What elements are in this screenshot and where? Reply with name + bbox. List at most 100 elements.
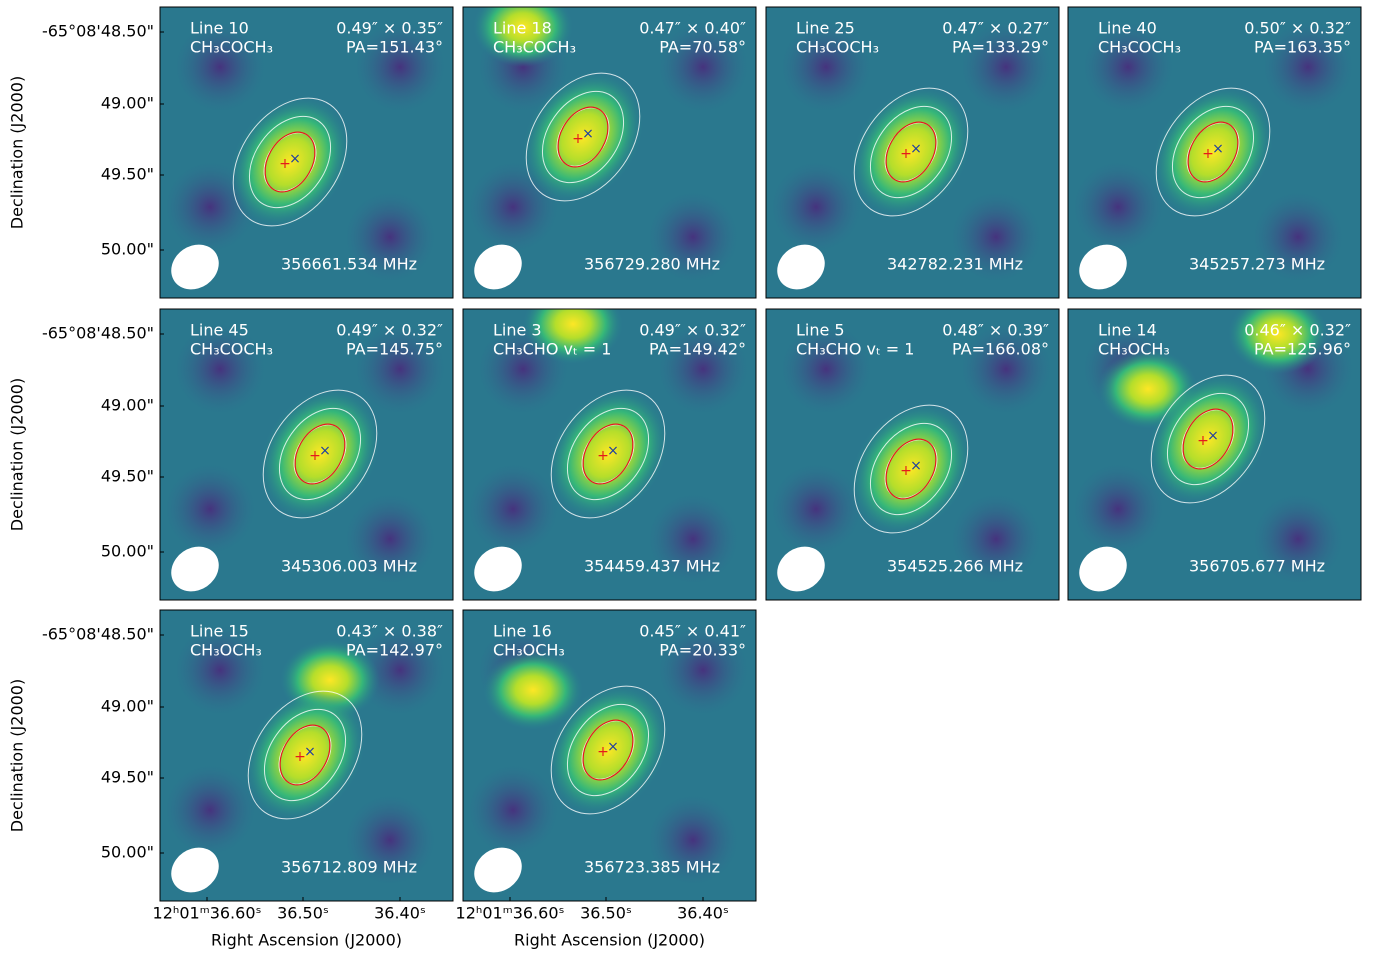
panel: +× (766, 7, 1059, 298)
fit-center: + (900, 146, 912, 162)
dark-patch (1253, 494, 1343, 584)
frequency: 356661.534 MHz (281, 255, 417, 274)
source-position: × (1212, 141, 1224, 157)
contour (1166, 392, 1250, 486)
y-tick-label: -65°08'48.50" (42, 324, 154, 343)
beam-size: 0.47″ × 0.27″ (942, 19, 1049, 38)
position-angle: PA=149.42° (649, 340, 746, 359)
beam-size: 0.47″ × 0.40″ (639, 19, 746, 38)
x-tick-label: 12ʰ01ᵐ36.60ˢ (456, 904, 565, 923)
position-angle: PA=166.08° (952, 340, 1049, 359)
beam (171, 847, 219, 893)
line-label: Line 45 (190, 321, 249, 340)
contour (550, 389, 666, 519)
fit-center: + (597, 448, 609, 464)
position-angle: PA=145.75° (346, 340, 443, 359)
dark-patch (771, 464, 861, 554)
y-axis-label: Declination (J2000) (8, 76, 27, 229)
emission (523, 309, 623, 364)
source-position: × (607, 739, 619, 755)
beam (171, 244, 219, 290)
emission (483, 650, 583, 730)
panel: +× (463, 610, 756, 901)
frequency: 345257.273 MHz (1189, 255, 1325, 274)
contour (247, 690, 363, 820)
beam (1079, 546, 1127, 592)
emission (1228, 309, 1328, 374)
source-position: × (304, 744, 316, 760)
dark-patch (1073, 464, 1163, 554)
dark-patch (355, 324, 445, 414)
contour (541, 90, 625, 184)
frame (159, 308, 454, 601)
line-label: Line 5 (796, 321, 845, 340)
emission (1152, 86, 1274, 218)
y-axis-label: Declination (J2000) (8, 378, 27, 531)
frame (1067, 6, 1362, 299)
molecule-label: CH₃CHO vₜ = 1 (493, 340, 611, 359)
emission (522, 71, 644, 203)
dark-patch (658, 22, 748, 112)
x-tick-label: 12ʰ01ᵐ36.60ˢ (153, 904, 262, 923)
contour (1171, 105, 1255, 199)
molecule-label: CH₃COCH₃ (1098, 38, 1181, 57)
position-angle: PA=142.97° (346, 641, 443, 660)
x-tick-label: 36.50ˢ (580, 904, 632, 923)
molecule-label: CH₃OCH₃ (1098, 340, 1170, 359)
fit-ellipse (557, 106, 609, 168)
position-angle: PA=163.35° (1254, 38, 1351, 57)
contour (869, 422, 953, 516)
frame (159, 6, 454, 299)
y-tick-label: -65°08'48.50" (42, 625, 154, 644)
fit-center: + (597, 744, 609, 760)
contour (1150, 374, 1266, 504)
beam-size: 0.49″ × 0.32″ (639, 321, 746, 340)
panel: +× (160, 610, 453, 901)
beam-size: 0.49″ × 0.35″ (336, 19, 443, 38)
fit-ellipse (294, 423, 346, 485)
emission (229, 96, 351, 228)
panel: +× (1068, 7, 1361, 298)
panel: +× (160, 309, 453, 600)
contour (232, 97, 348, 227)
y-tick-label: 50.00" (101, 542, 154, 561)
dark-patch (175, 324, 265, 414)
line-label: Line 40 (1098, 19, 1157, 38)
frequency: 356723.385 MHz (584, 858, 720, 877)
emission (1147, 373, 1269, 505)
fit-center: + (900, 463, 912, 479)
frame (1067, 308, 1362, 601)
frame (462, 308, 757, 601)
frequency: 354525.266 MHz (887, 557, 1023, 576)
beam (474, 546, 522, 592)
fit-center: + (279, 156, 291, 172)
molecule-label: CH₃COCH₃ (493, 38, 576, 57)
source-position: × (910, 458, 922, 474)
line-label: Line 18 (493, 19, 552, 38)
panel: +× (160, 7, 453, 298)
dark-patch (345, 494, 435, 584)
contour (1155, 87, 1271, 217)
beam (171, 546, 219, 592)
contour (550, 685, 666, 815)
dark-patch (165, 464, 255, 554)
line-label: Line 14 (1098, 321, 1157, 340)
dark-patch (1263, 22, 1353, 112)
emission (259, 388, 381, 520)
contour (853, 404, 969, 534)
panel: +× (463, 7, 756, 298)
molecule-label: CH₃OCH₃ (493, 641, 565, 660)
panel: +× (463, 309, 756, 600)
emission (850, 403, 972, 535)
line-label: Line 3 (493, 321, 542, 340)
beam (474, 847, 522, 893)
x-tick-label: 36.40ˢ (677, 904, 729, 923)
contour (853, 87, 969, 217)
frequency: 356705.677 MHz (1189, 557, 1325, 576)
beam-size: 0.49″ × 0.32″ (336, 321, 443, 340)
x-axis-label: Right Ascension (J2000) (211, 931, 402, 950)
y-tick-label: 50.00" (101, 843, 154, 862)
molecule-label: CH₃COCH₃ (190, 38, 273, 57)
emission (850, 86, 972, 218)
